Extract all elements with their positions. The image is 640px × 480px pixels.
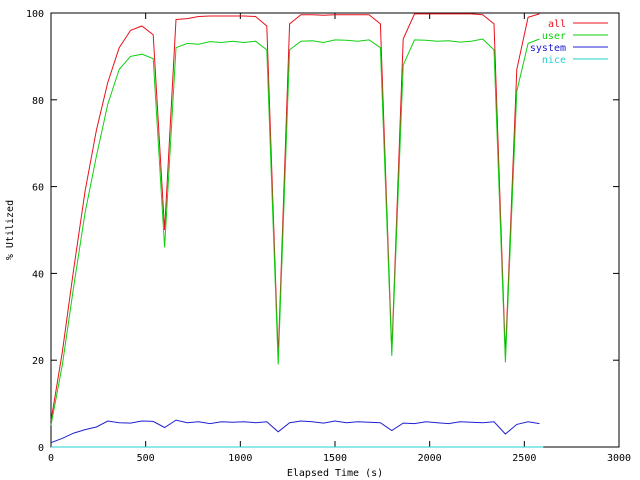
y-tick-label: 80 xyxy=(32,96,44,107)
legend-label-nice: nice xyxy=(542,55,566,66)
y-tick-label: 100 xyxy=(26,9,44,20)
legend-label-all: all xyxy=(548,19,566,30)
legend-label-system: system xyxy=(530,43,566,54)
x-tick-label: 3000 xyxy=(607,453,631,464)
x-tick-label: 1000 xyxy=(228,453,252,464)
x-axis-label: Elapsed Time (s) xyxy=(287,468,383,479)
series-group xyxy=(50,13,544,448)
plot-area xyxy=(50,12,620,448)
x-tick-label: 1500 xyxy=(323,453,347,464)
series-line-all xyxy=(50,13,540,422)
y-tick-label: 20 xyxy=(32,356,44,367)
x-tick-label: 2500 xyxy=(512,453,536,464)
y-tick-label: 40 xyxy=(32,269,44,280)
x-tick-label: 2000 xyxy=(418,453,442,464)
x-tick-label: 500 xyxy=(137,453,155,464)
y-tick-label: 0 xyxy=(38,443,44,454)
y-axis-label: % Utilized xyxy=(5,200,16,260)
series-line-system xyxy=(50,419,540,444)
series-line-user xyxy=(50,38,540,426)
legend-label-user: user xyxy=(542,31,566,42)
y-tick-label: 60 xyxy=(32,183,44,194)
x-tick-label: 0 xyxy=(48,453,54,464)
axis-ticks: 0 500 1000 1500 2000 2500 3000 0 20 40 60 80 100 xyxy=(26,9,631,464)
